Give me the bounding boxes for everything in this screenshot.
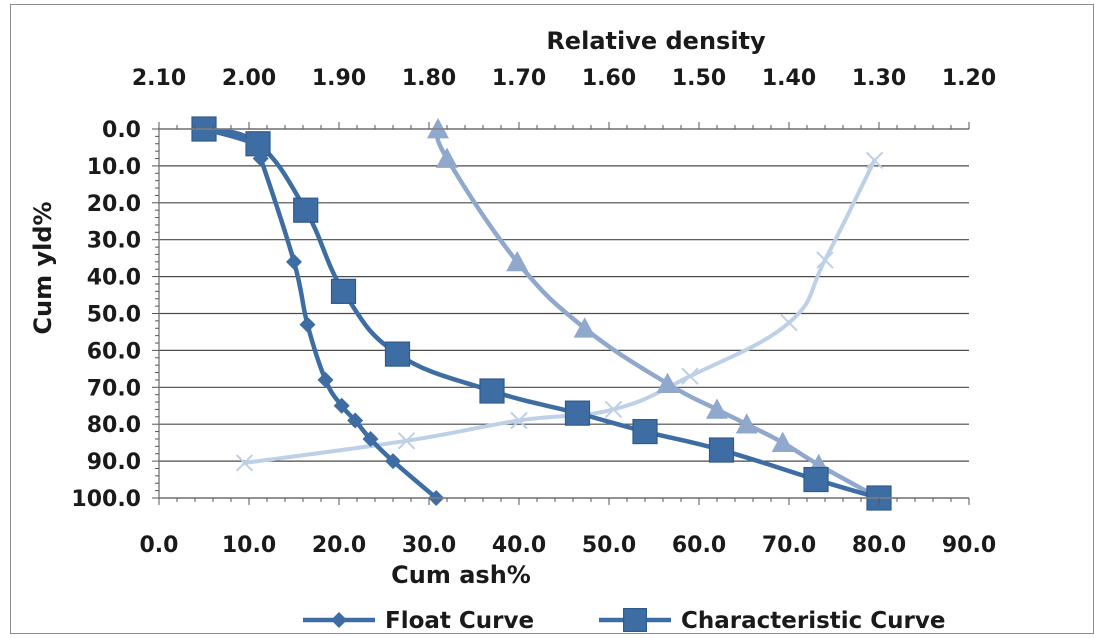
data-point-series-1 — [362, 430, 379, 447]
data-point-series-2 — [632, 418, 658, 445]
data-point-series-1 — [347, 412, 364, 429]
tick-labels: 0.0 10.0 20.0 30.0 40.0 50.0 60.0 70.0 80.0 90.0 2… — [71, 66, 996, 558]
data-point-series-4 — [397, 432, 416, 450]
x2-tick-label: 1.90 — [312, 66, 366, 91]
data-point-series-2 — [293, 197, 319, 223]
x2-tick-label: 1.30 — [852, 66, 906, 91]
y-tick-label: 50.0 — [87, 303, 141, 328]
x2-tick-label: 1.20 — [942, 66, 996, 91]
data-point-series-4 — [510, 411, 528, 430]
legend: Float Curve Characteristic Curve — [303, 607, 946, 634]
chart-svg: 0.0 10.0 20.0 30.0 40.0 50.0 60.0 70.0 80.0 90.0 2… — [29, 27, 996, 634]
data-point-series-3 — [706, 398, 728, 419]
data-point-series-2 — [384, 341, 411, 367]
y-tick-label: 0.0 — [102, 118, 141, 143]
x2-tick-label: 1.40 — [762, 66, 816, 91]
x2-tick-label: 1.80 — [402, 66, 456, 91]
data-point-series-4 — [604, 400, 623, 419]
y-tick-label: 80.0 — [87, 413, 141, 438]
data-point-series-4 — [816, 251, 834, 269]
x-tick-label: 30.0 — [402, 533, 456, 558]
x2-tick-label: 2.10 — [132, 66, 186, 91]
data-point-series-2 — [708, 437, 735, 463]
data-point-series-2 — [564, 400, 591, 426]
x-tick-label: 60.0 — [672, 533, 726, 558]
data-point-series-4 — [681, 367, 699, 385]
data-point-series-1 — [245, 135, 262, 152]
data-point-series-2 — [479, 378, 505, 404]
x-tick-label: 20.0 — [312, 533, 366, 558]
data-point-series-4-stroke — [780, 314, 798, 332]
legend-label-1: Float Curve — [385, 608, 534, 634]
data-point-series-1 — [252, 150, 269, 167]
data-point-series-1 — [385, 453, 401, 470]
x-tick-label: 40.0 — [492, 533, 546, 558]
data-point-series-4 — [780, 314, 798, 332]
data-point-series-1 — [317, 371, 334, 388]
y-axis-title: Cum yld% — [29, 201, 57, 334]
x2-tick-label: 1.60 — [582, 66, 636, 91]
legend-label-2: Characteristic Curve — [681, 608, 946, 634]
series-line-1 — [201, 126, 439, 501]
data-point-series-4-stroke — [510, 411, 528, 430]
y-tick-label: 40.0 — [87, 266, 141, 291]
series-line-4 — [242, 158, 877, 465]
legend-marker-2 — [622, 607, 647, 632]
data-point-series-1 — [299, 316, 316, 333]
data-point-series-3 — [436, 147, 458, 168]
data-point-series-3 — [735, 413, 758, 434]
x-tick-label: 0.0 — [140, 533, 179, 558]
data-point-series-4-stroke — [235, 454, 254, 472]
data-point-series-3 — [573, 317, 596, 338]
data-point-series-3 — [506, 250, 529, 272]
x2-axis-title: Relative density — [546, 27, 766, 55]
chart-frame: 0.0 10.0 20.0 30.0 40.0 50.0 60.0 70.0 80.0 90.0 2… — [10, 4, 1094, 634]
x2-tick-label: 2.00 — [222, 66, 276, 91]
legend-marker-1 — [331, 612, 347, 628]
axes — [152, 122, 970, 505]
data-point-series-2 — [330, 278, 357, 304]
x-tick-label: 90.0 — [942, 533, 996, 558]
y-tick-label: 70.0 — [87, 376, 141, 401]
x2-tick-label: 1.50 — [672, 66, 726, 91]
data-point-series-4-stroke — [681, 367, 699, 385]
x-tick-label: 80.0 — [852, 533, 906, 558]
x-axis-title: Cum ash% — [391, 561, 531, 589]
y-tick-label: 30.0 — [87, 229, 141, 254]
series-layer — [191, 116, 892, 511]
data-point-series-2 — [803, 466, 829, 493]
x-tick-label: 50.0 — [582, 533, 636, 558]
y-tick-label: 20.0 — [87, 192, 141, 217]
data-point-series-4 — [865, 151, 884, 170]
x2-tick-label: 1.70 — [492, 66, 546, 91]
data-point-series-3 — [656, 372, 679, 393]
x-tick-label: 70.0 — [762, 533, 816, 558]
data-point-series-4-stroke — [397, 432, 416, 450]
y-tick-label: 100.0 — [71, 487, 141, 512]
data-point-series-3 — [771, 431, 794, 452]
data-point-series-4-stroke — [865, 151, 884, 170]
data-point-series-1 — [333, 397, 350, 414]
data-point-series-4 — [235, 454, 254, 472]
data-point-series-3 — [427, 118, 449, 139]
y-tick-label: 10.0 — [87, 155, 141, 180]
y-tick-label: 60.0 — [87, 339, 141, 364]
x-tick-label: 10.0 — [222, 533, 276, 558]
y-tick-label: 90.0 — [87, 450, 141, 475]
data-point-series-4-stroke — [816, 251, 834, 269]
data-point-series-4-stroke — [604, 400, 623, 419]
data-point-series-1 — [286, 253, 302, 270]
